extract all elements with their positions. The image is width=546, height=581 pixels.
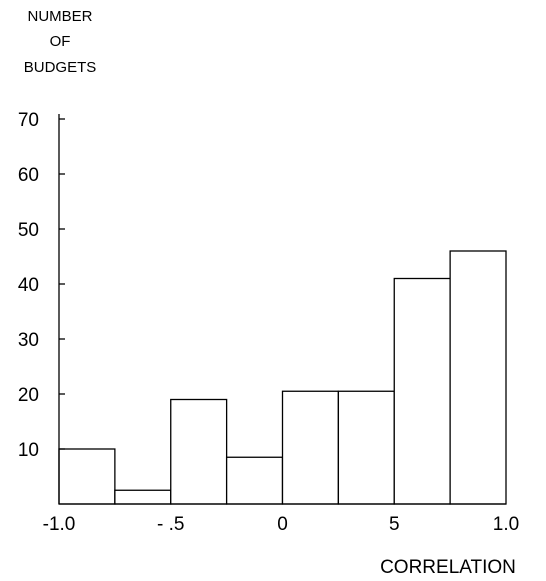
x-axis-title: CORRELATION [380, 557, 516, 578]
y-tick-label-10: 10 [18, 440, 39, 461]
histogram-bar-2 [114, 489, 172, 505]
histogram-bar-1 [58, 448, 116, 505]
x-tick-label-3: 0 [277, 514, 288, 535]
axes [58, 114, 506, 505]
y-axis-title-line-1: NUMBER [27, 8, 92, 25]
y-tick-label-50: 50 [18, 220, 39, 241]
histogram-bar-3 [170, 398, 228, 505]
bars [58, 250, 507, 505]
histogram-bar-7 [393, 277, 451, 505]
histogram-bar-6 [337, 390, 395, 505]
x-tick-label-5: 1.0 [493, 514, 519, 535]
y-axis-title-line-3: BUDGETS [24, 59, 97, 76]
histogram-bar-4 [225, 456, 284, 505]
y-axis-title: NUMBER OF BUDGETS [24, 8, 97, 76]
y-tick-label-30: 30 [18, 330, 39, 351]
histogram-bar-5 [281, 390, 340, 505]
x-tick-label-1: -1.0 [43, 514, 76, 535]
y-axis-title-line-2: OF [50, 33, 71, 50]
x-tick-label-2: - .5 [157, 514, 184, 535]
y-ticks: 10 20 30 40 50 60 70 [18, 110, 65, 461]
y-tick-label-60: 60 [18, 165, 39, 186]
histogram-bar-8 [449, 250, 507, 505]
y-tick-label-40: 40 [18, 275, 39, 296]
y-tick-label-70: 70 [18, 110, 39, 131]
x-ticks: -1.0 - .5 0 5 1.0 [43, 514, 520, 535]
x-tick-label-4: 5 [389, 514, 400, 535]
y-tick-label-20: 20 [18, 385, 39, 406]
